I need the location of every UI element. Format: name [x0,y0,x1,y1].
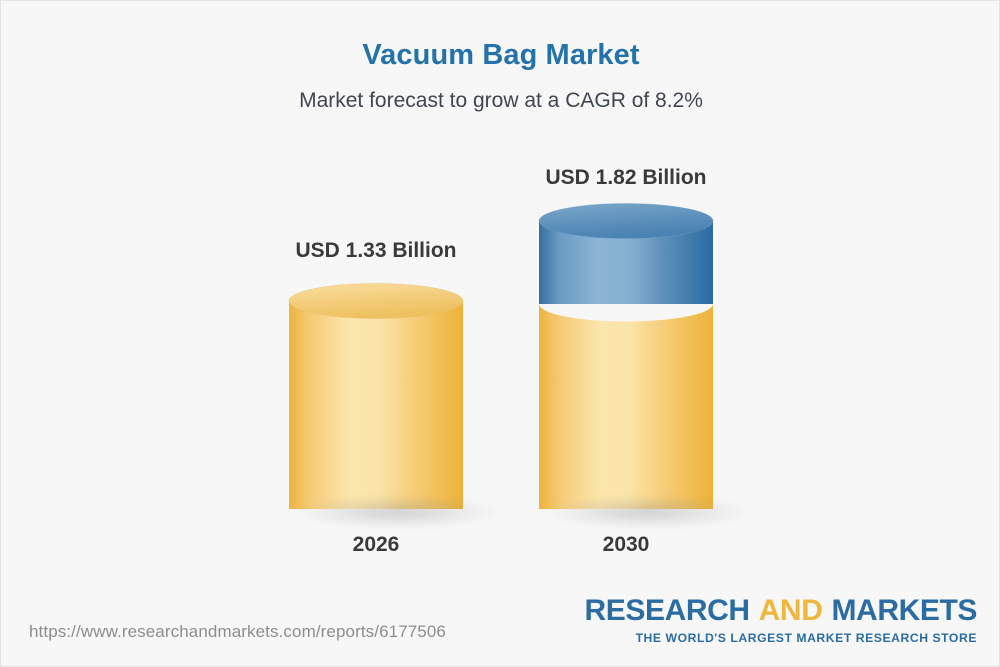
cylinder-bar-2026[interactable] [283,277,469,522]
brand-wordmark: RESEARCH AND MARKETS [584,593,978,627]
brand-word-markets: MARKETS [831,593,977,627]
cylinder-bar-2030[interactable] [533,197,719,522]
brand-tagline: THE WORLD'S LARGEST MARKET RESEARCH STOR… [635,630,977,645]
brand-word-and: AND [758,593,823,627]
category-label-2026: 2026 [352,533,400,556]
chart-subtitle: Market forecast to grow at a CAGR of 8.2… [299,89,703,112]
plot-area: USD 1.33 Billion [1,1,999,601]
value-label-2026: USD 1.33 Billion [295,239,457,262]
chart-title: Vacuum Bag Market [362,39,640,71]
report-url[interactable]: https://www.researchandmarkets.com/repor… [29,622,446,641]
cylinder-shadow-2030 [547,495,747,529]
brand-logo: RESEARCH AND MARKETS THE WORLD'S LARGEST M… [584,593,978,645]
value-label-2030: USD 1.82 Billion [545,166,707,189]
category-label-2030: 2030 [602,533,650,556]
brand-word-research: RESEARCH [584,593,751,627]
cylinder-shadow-2026 [297,495,497,529]
